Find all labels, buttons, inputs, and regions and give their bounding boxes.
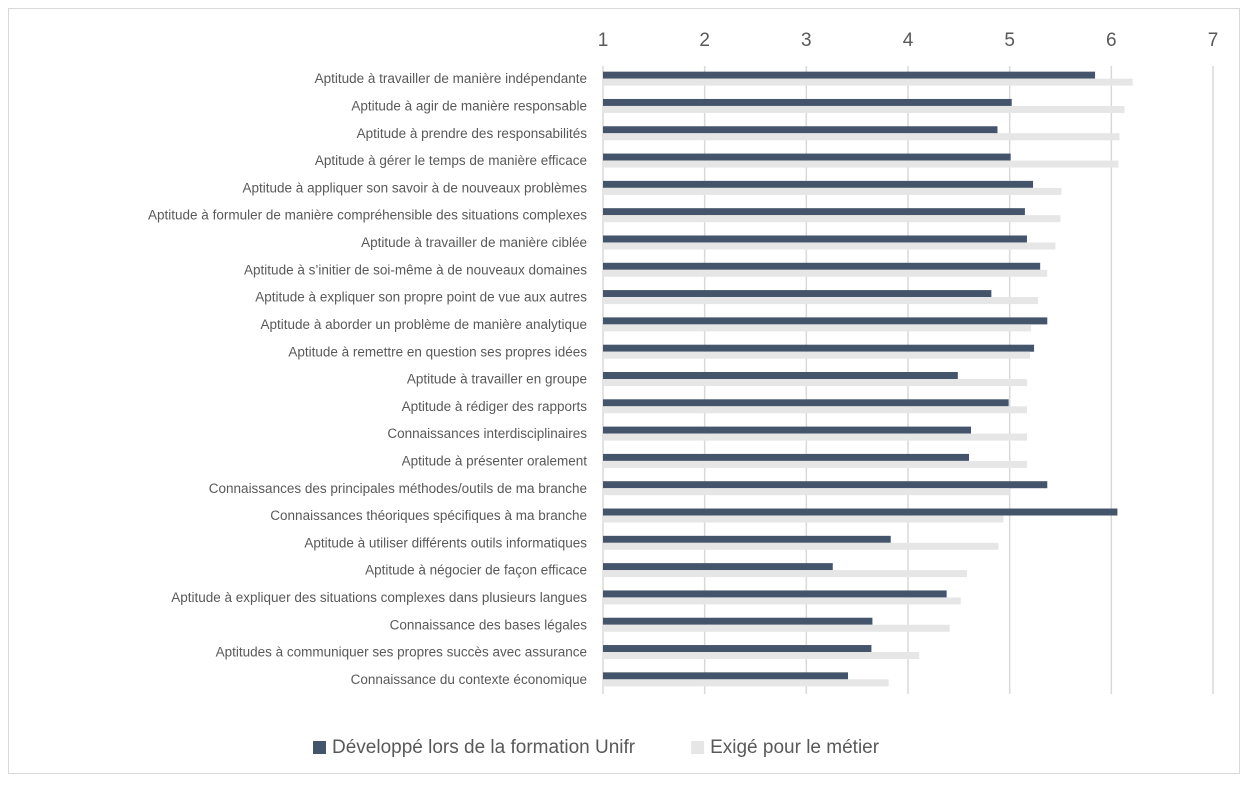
bar [603,624,950,632]
bar [603,269,1048,277]
bar [603,242,1056,250]
bar [603,453,969,461]
bar [603,645,872,653]
bar [603,426,972,434]
bar [603,672,849,680]
x-tick-label: 5 [1004,30,1015,51]
x-tick-label: 1 [598,30,609,51]
bar [603,399,1009,407]
category-label: Aptitude à négocier de façon efficace [365,563,587,578]
bar [603,488,1010,496]
bar [603,679,889,687]
bar [603,262,1041,270]
bar [603,126,998,134]
bar [603,351,1030,359]
bar [603,297,1039,305]
bar [603,344,1035,352]
legend-swatch [691,741,705,754]
x-tick-label: 6 [1106,30,1117,51]
legend-label: Développé lors de la formation Unifr [332,737,636,758]
legend-swatch [313,741,326,754]
category-label: Aptitude à remettre en question ses prop… [288,344,587,359]
bar [603,617,873,625]
bar [603,563,833,571]
category-label: Aptitude à rédiger des rapports [402,399,588,414]
category-label: Aptitude à formuler de manière compréhen… [148,208,587,223]
bar [603,317,1048,325]
category-label: Aptitude à travailler en groupe [407,372,587,387]
x-tick-label: 4 [903,30,914,51]
x-tick-label: 7 [1208,30,1219,51]
category-label: Connaissances des principales méthodes/o… [209,481,587,496]
bar [603,481,1048,489]
bar [603,372,958,379]
bar [603,590,947,598]
category-label: Aptitude à s’initier de soi-même à de no… [244,262,587,277]
bar [603,515,1004,523]
bar [603,460,1027,468]
bar [603,153,1011,161]
category-label: Aptitude à gérer le temps de manière eff… [315,153,587,168]
category-label: Connaissances interdisciplinaires [387,426,587,441]
bar [603,215,1061,223]
category-label: Aptitudes à communiquer ses propres succ… [216,645,587,660]
category-label: Aptitude à prendre des responsabilités [357,126,588,141]
category-label: Aptitude à présenter oralement [402,453,588,468]
bar [603,133,1120,141]
category-label: Aptitude à expliquer son propre point de… [255,290,587,305]
category-label: Aptitude à agir de manière responsable [351,99,587,114]
category-label: Aptitude à utiliser différents outils in… [304,535,587,550]
category-label: Aptitude à appliquer son savoir à de nou… [243,180,588,195]
bar [603,160,1119,168]
bar [603,105,1125,113]
legend-label: Exigé pour le métier [710,737,880,758]
category-label: Connaissances théoriques spécifiques à m… [270,508,587,523]
bar [603,652,920,660]
bar [603,98,1012,106]
bar [603,208,1025,216]
bar [603,235,1027,243]
x-tick-label: 2 [699,30,710,51]
bar [603,433,1027,441]
category-label: Connaissance du contexte économique [351,672,587,687]
category-label: Aptitude à expliquer des situations comp… [171,590,587,605]
bar [603,71,1096,79]
bar [603,570,967,578]
category-label: Connaissance des bases légales [390,617,588,632]
category-label: Aptitude à travailler de manière indépen… [315,71,587,86]
bar [603,535,891,543]
bar [603,597,961,605]
category-label: Aptitude à aborder un problème de manièr… [261,317,587,332]
bar [603,290,992,298]
bar [603,542,999,550]
bar [603,78,1133,86]
x-tick-label: 3 [801,30,812,51]
bar [603,180,1034,188]
bar [603,379,1027,386]
bar [603,508,1118,516]
category-label: Aptitude à travailler de manière ciblée [361,235,587,250]
bar [603,406,1027,414]
bar [603,187,1062,195]
bar [603,324,1032,332]
